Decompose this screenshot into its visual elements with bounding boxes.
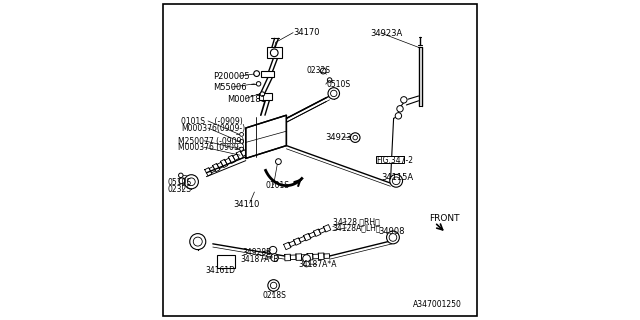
Text: 34128A〈LH〉: 34128A〈LH〉 bbox=[333, 223, 381, 232]
Circle shape bbox=[189, 234, 206, 250]
Circle shape bbox=[321, 68, 326, 74]
Circle shape bbox=[392, 177, 400, 185]
Circle shape bbox=[328, 88, 339, 99]
Text: 0510S: 0510S bbox=[326, 80, 351, 89]
Circle shape bbox=[303, 255, 310, 262]
Text: 0101S: 0101S bbox=[266, 181, 290, 190]
Text: 34908: 34908 bbox=[378, 228, 404, 236]
Bar bbox=[217, 255, 234, 268]
Text: FRONT: FRONT bbox=[429, 214, 460, 223]
Text: 0232S: 0232S bbox=[167, 185, 191, 194]
Bar bbox=[261, 71, 274, 77]
Text: 34187A*A: 34187A*A bbox=[298, 260, 337, 269]
Circle shape bbox=[396, 113, 402, 119]
Circle shape bbox=[304, 261, 310, 267]
Text: 34170: 34170 bbox=[294, 28, 320, 37]
Text: 34923: 34923 bbox=[325, 133, 351, 142]
Circle shape bbox=[328, 78, 332, 82]
Circle shape bbox=[401, 97, 407, 103]
Circle shape bbox=[390, 174, 403, 187]
Text: FIG.347-2: FIG.347-2 bbox=[376, 156, 413, 165]
Circle shape bbox=[193, 237, 202, 246]
Text: 0232S: 0232S bbox=[307, 66, 331, 75]
Text: 0218S: 0218S bbox=[262, 291, 286, 300]
Circle shape bbox=[271, 254, 278, 261]
Bar bbox=[268, 47, 282, 58]
Text: M000376 (0909-): M000376 (0909-) bbox=[178, 143, 244, 152]
Text: 34110: 34110 bbox=[234, 200, 260, 209]
Circle shape bbox=[387, 231, 399, 244]
Text: 34161D: 34161D bbox=[205, 266, 236, 275]
Text: M000181: M000181 bbox=[227, 95, 266, 104]
Polygon shape bbox=[246, 115, 287, 158]
Text: P200005: P200005 bbox=[212, 72, 250, 81]
Circle shape bbox=[256, 82, 261, 86]
Circle shape bbox=[240, 147, 243, 151]
Text: 34928B: 34928B bbox=[243, 248, 272, 257]
Circle shape bbox=[397, 106, 403, 112]
Circle shape bbox=[269, 246, 276, 254]
Circle shape bbox=[271, 49, 278, 57]
Text: 0101S    (-0909): 0101S (-0909) bbox=[181, 117, 243, 126]
Text: 0510S: 0510S bbox=[167, 178, 191, 187]
Circle shape bbox=[179, 173, 183, 178]
Circle shape bbox=[271, 282, 277, 289]
Bar bbox=[259, 93, 272, 100]
Circle shape bbox=[331, 90, 337, 97]
Text: M000376(0909-): M000376(0909-) bbox=[181, 124, 245, 133]
Circle shape bbox=[188, 178, 195, 186]
Circle shape bbox=[389, 234, 397, 241]
Circle shape bbox=[353, 135, 357, 140]
Circle shape bbox=[260, 92, 265, 96]
Circle shape bbox=[253, 71, 260, 76]
Bar bbox=[376, 156, 404, 163]
Circle shape bbox=[184, 175, 198, 189]
Text: 34115A: 34115A bbox=[381, 173, 413, 182]
Text: 34187A*B: 34187A*B bbox=[240, 255, 278, 264]
Circle shape bbox=[240, 140, 243, 143]
Circle shape bbox=[351, 133, 360, 142]
Circle shape bbox=[268, 280, 280, 291]
Circle shape bbox=[179, 178, 184, 184]
Text: 34128 〈RH〉: 34128 〈RH〉 bbox=[333, 217, 380, 226]
Text: M55006: M55006 bbox=[212, 84, 246, 92]
Text: A347001250: A347001250 bbox=[413, 300, 461, 309]
Circle shape bbox=[240, 132, 243, 136]
Text: M250077 (-0909): M250077 (-0909) bbox=[178, 137, 244, 146]
Text: 34923A: 34923A bbox=[371, 29, 403, 38]
Circle shape bbox=[275, 159, 282, 164]
